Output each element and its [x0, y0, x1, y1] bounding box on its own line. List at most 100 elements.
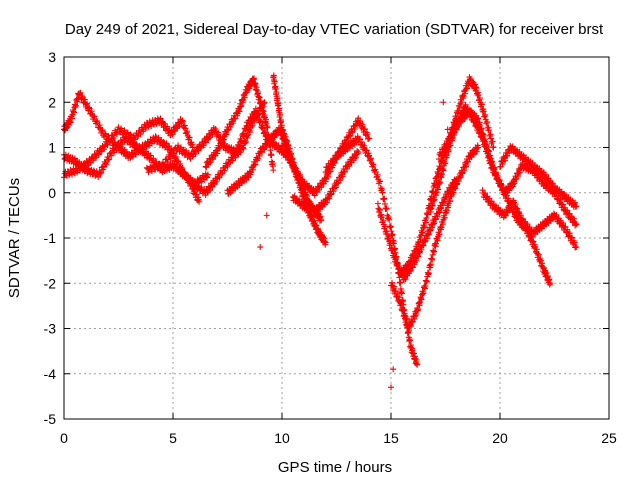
- data-point: [358, 139, 365, 146]
- data-point: [543, 171, 550, 178]
- data-point: [222, 130, 229, 137]
- data-point: [160, 162, 167, 169]
- data-point: [97, 170, 104, 177]
- data-point: [242, 139, 249, 146]
- data-point: [216, 174, 223, 181]
- data-point: [440, 149, 447, 156]
- data-point: [443, 207, 450, 214]
- data-point: [260, 103, 267, 110]
- data-point: [410, 350, 417, 357]
- data-point: [351, 126, 358, 133]
- data-point: [438, 171, 445, 178]
- data-point: [96, 122, 103, 129]
- data-point: [572, 199, 579, 206]
- data-point: [218, 170, 225, 177]
- data-point: [486, 127, 493, 134]
- data-point: [253, 154, 260, 161]
- axis-ticks: 0 5 10 15 20 25 -5 -4 -3 -2 -1 0 1 2 3: [44, 49, 617, 446]
- data-point: [379, 189, 386, 196]
- data-point: [268, 152, 275, 159]
- data-point: [490, 144, 497, 151]
- data-point: [196, 198, 203, 205]
- data-point: [164, 159, 171, 166]
- data-point: [478, 125, 485, 132]
- data-point: [186, 134, 193, 141]
- x-tick-label: 25: [601, 430, 617, 446]
- y-tick-label: -5: [44, 411, 57, 427]
- series-track-6: [189, 99, 268, 199]
- series-track-10: [289, 147, 362, 216]
- data-point: [103, 141, 110, 148]
- outlier-points: [257, 99, 451, 391]
- data-point: [163, 140, 170, 147]
- data-point: [383, 205, 390, 211]
- data-point: [206, 187, 213, 194]
- outlier-point: [388, 384, 394, 391]
- data-point: [364, 131, 371, 138]
- data-point: [167, 155, 174, 162]
- data-point: [378, 185, 385, 192]
- data-point: [334, 180, 341, 187]
- data-point: [573, 244, 580, 251]
- data-point: [275, 102, 282, 109]
- data-point: [213, 178, 220, 185]
- data-point: [225, 127, 232, 134]
- y-tick-label: 3: [48, 49, 56, 65]
- data-point: [166, 143, 173, 150]
- data-point: [436, 231, 443, 238]
- data-point: [189, 141, 196, 148]
- data-point: [101, 130, 108, 137]
- data-point: [483, 141, 490, 148]
- data-point: [453, 126, 460, 133]
- data-point: [263, 144, 270, 151]
- data-point: [238, 102, 245, 109]
- data-point: [251, 118, 258, 125]
- data-point: [103, 161, 110, 168]
- data-point: [72, 102, 79, 109]
- outlier-point: [390, 366, 397, 373]
- data-point: [332, 184, 339, 191]
- data-point: [218, 140, 225, 147]
- data-point: [192, 150, 199, 157]
- data-point: [240, 145, 247, 152]
- data-point: [70, 109, 77, 116]
- data-point: [277, 111, 284, 118]
- data-point: [164, 123, 171, 130]
- data-point: [559, 220, 566, 227]
- data-point: [553, 211, 560, 218]
- data-point: [209, 156, 216, 163]
- data-point: [415, 306, 422, 313]
- data-point: [425, 270, 432, 277]
- data-point: [480, 131, 487, 138]
- data-point: [232, 154, 239, 161]
- data-point: [221, 167, 228, 174]
- data-point: [326, 164, 333, 171]
- data-point: [475, 144, 482, 151]
- data-point: [383, 205, 390, 212]
- data-point: [432, 181, 439, 188]
- data-point: [158, 165, 165, 172]
- y-tick-label: -2: [44, 275, 57, 291]
- x-tick-label: 20: [492, 430, 508, 446]
- data-point: [488, 198, 495, 205]
- data-point: [90, 113, 97, 120]
- data-point: [442, 160, 449, 167]
- data-point: [123, 130, 130, 137]
- data-point: [571, 239, 578, 246]
- data-point: [370, 161, 377, 168]
- data-point: [501, 157, 508, 164]
- data-point: [481, 190, 488, 197]
- data-point: [249, 122, 256, 129]
- data-point: [177, 160, 184, 167]
- data-point: [252, 80, 259, 87]
- data-point: [352, 154, 359, 161]
- data-point: [504, 152, 511, 159]
- data-point: [140, 128, 147, 135]
- data-point: [403, 317, 410, 324]
- data-point: [281, 146, 288, 153]
- series-track-18: [497, 143, 580, 211]
- x-tick-label: 5: [169, 430, 177, 446]
- data-point: [79, 164, 86, 171]
- data-point: [572, 220, 579, 227]
- data-point: [274, 95, 281, 102]
